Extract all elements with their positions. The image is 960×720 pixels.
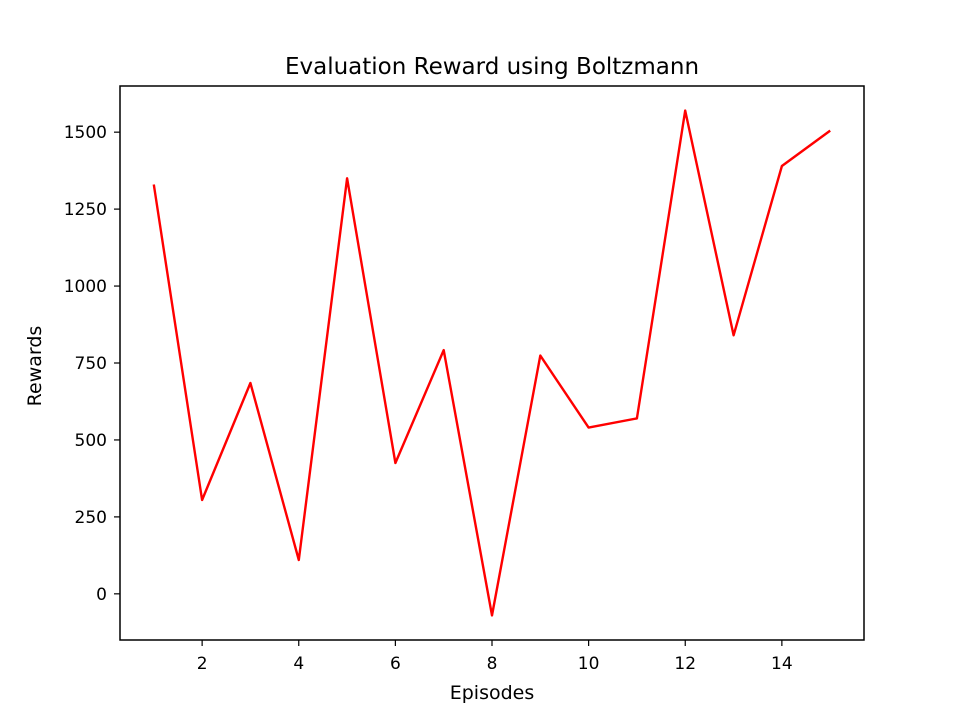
y-axis-ticks: 0 250 500 750 1000 1250 1500 — [64, 123, 120, 605]
x-tick-label: 14 — [771, 654, 793, 674]
plot-frame — [119, 85, 865, 641]
x-tick-label: 4 — [293, 654, 304, 674]
x-tick-label: 12 — [674, 654, 696, 674]
chart-title: Evaluation Reward using Boltzmann — [285, 54, 699, 80]
x-axis-label: Episodes — [450, 682, 535, 704]
series-line — [152, 109, 831, 617]
y-tick-label: 750 — [75, 354, 107, 374]
x-tick-label: 2 — [197, 654, 208, 674]
y-tick-label: 1000 — [64, 277, 107, 297]
y-tick-label: 250 — [75, 508, 107, 528]
x-tick-label: 10 — [578, 654, 600, 674]
y-tick-label: 1250 — [64, 200, 107, 220]
y-tick-label: 0 — [96, 585, 107, 605]
x-tick-label: 8 — [487, 654, 498, 674]
x-tick-label: 6 — [390, 654, 401, 674]
y-tick-label: 1500 — [64, 123, 107, 143]
x-axis-ticks: 2 4 6 8 10 12 14 — [197, 640, 793, 674]
series-layer — [152, 109, 831, 617]
y-axis-label: Rewards — [24, 326, 46, 407]
y-tick-label: 500 — [75, 431, 107, 451]
